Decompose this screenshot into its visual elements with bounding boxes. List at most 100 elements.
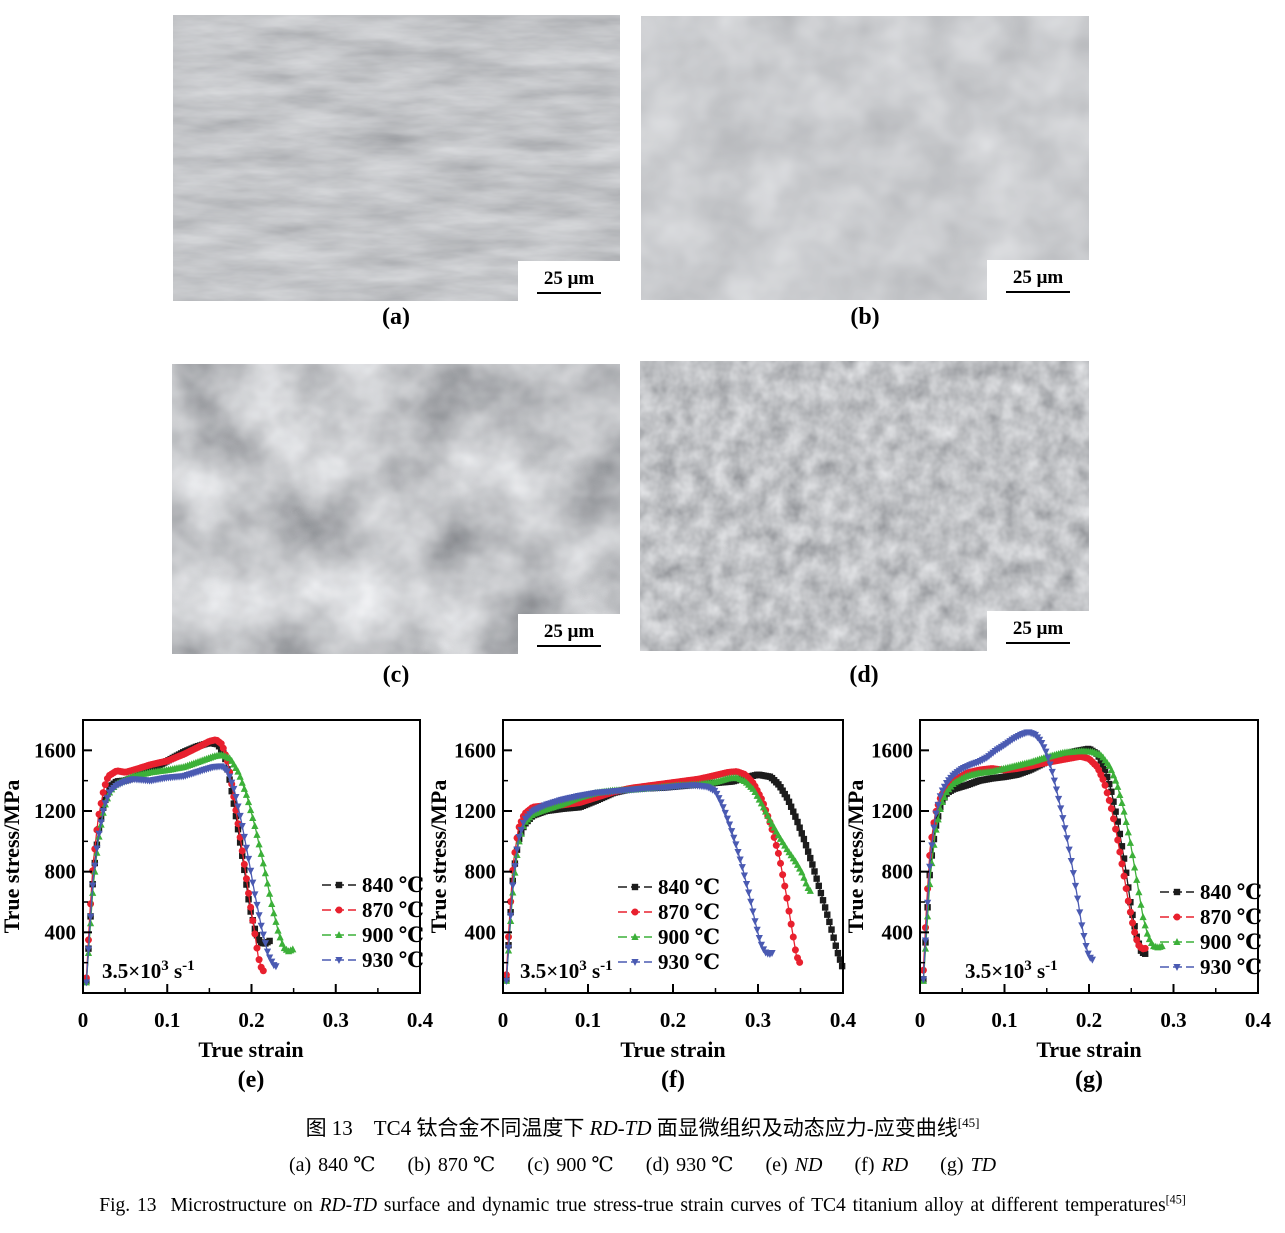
x-axis-label: True strain bbox=[620, 1037, 725, 1062]
legend-label: 900 ℃ bbox=[1200, 930, 1262, 954]
sem-image bbox=[173, 15, 620, 301]
svg-text:0.4: 0.4 bbox=[830, 1008, 857, 1032]
svg-text:0.1: 0.1 bbox=[154, 1008, 180, 1032]
series-900℃ bbox=[919, 747, 1166, 984]
svg-text:0.2: 0.2 bbox=[660, 1008, 686, 1032]
svg-text:0.3: 0.3 bbox=[1160, 1008, 1186, 1032]
subcaption-item: (c) 900 ℃ bbox=[527, 1154, 614, 1176]
svg-text:0.1: 0.1 bbox=[991, 1008, 1017, 1032]
caption-english-body: Microstructure on RD-TD surface and dyna… bbox=[170, 1192, 1186, 1216]
legend-label: 900 ℃ bbox=[362, 923, 424, 947]
chart-e: 0 0.1 0.2 0.3 0.4 400 800 1200 1600 True strain Tr… bbox=[0, 719, 434, 1093]
series-870℃ bbox=[82, 736, 267, 982]
micrograph-a: 25 μm bbox=[173, 15, 620, 301]
svg-text:1200: 1200 bbox=[34, 799, 76, 823]
scale-bar-line bbox=[537, 291, 601, 294]
legend-label: 930 ℃ bbox=[362, 948, 424, 972]
svg-text:400: 400 bbox=[45, 920, 77, 944]
sem-image bbox=[172, 364, 620, 654]
x-axis-label: True strain bbox=[198, 1037, 303, 1062]
micrograph-panel-label: (a) bbox=[382, 304, 410, 330]
svg-text:1600: 1600 bbox=[454, 738, 496, 762]
svg-text:0.3: 0.3 bbox=[745, 1008, 771, 1032]
subcaption-item: (d) 930 ℃ bbox=[645, 1154, 734, 1176]
svg-text:0.2: 0.2 bbox=[1076, 1008, 1102, 1032]
svg-text:0: 0 bbox=[498, 1008, 509, 1032]
svg-text:400: 400 bbox=[465, 920, 497, 944]
scale-bar: 25 μm bbox=[987, 260, 1089, 300]
svg-text:800: 800 bbox=[465, 860, 497, 884]
svg-text:0.1: 0.1 bbox=[575, 1008, 601, 1032]
strain-rate-annotation: 3.5×103 s-1 bbox=[965, 958, 1058, 983]
scale-bar-label: 25 μm bbox=[1012, 617, 1064, 639]
legend-label: 900 ℃ bbox=[658, 925, 720, 949]
y-axis-label: True stress/MPa bbox=[843, 780, 868, 934]
legend-label: 870 ℃ bbox=[1200, 905, 1262, 929]
caption-chinese: 图 13 TC4 钛合金不同温度下 RD-TD 面显微组织及动态应力-应变曲线[… bbox=[305, 1115, 980, 1140]
strain-rate-annotation: 3.5×103 s-1 bbox=[102, 958, 195, 983]
chart-panel-label: (f) bbox=[661, 1067, 685, 1093]
svg-text:0.4: 0.4 bbox=[1245, 1008, 1272, 1032]
svg-text:0.4: 0.4 bbox=[407, 1008, 434, 1032]
svg-text:0.3: 0.3 bbox=[323, 1008, 349, 1032]
scale-bar: 25 μm bbox=[987, 611, 1089, 651]
chart-panel-label: (e) bbox=[238, 1067, 265, 1093]
micrograph-panel-label: (c) bbox=[382, 662, 410, 688]
svg-text:1600: 1600 bbox=[34, 738, 76, 762]
legend-label: 840 ℃ bbox=[362, 873, 424, 897]
stress-strain-charts: 0 0.1 0.2 0.3 0.4 400 800 1200 1600 True strain Tr… bbox=[0, 719, 1272, 1093]
scale-bar-line bbox=[1006, 290, 1070, 293]
x-axis-label: True strain bbox=[1036, 1037, 1141, 1062]
subcaption-item: (g) TD bbox=[940, 1154, 997, 1176]
y-axis-label: True stress/MPa bbox=[426, 780, 451, 934]
micrograph-panel-label: (d) bbox=[849, 662, 879, 688]
micrograph-b: 25 μm bbox=[641, 16, 1089, 300]
scale-bar-line bbox=[537, 644, 601, 647]
legend-label: 930 ℃ bbox=[1200, 955, 1262, 979]
legend-label: 840 ℃ bbox=[1200, 880, 1262, 904]
chart-g: 0 0.1 0.2 0.3 0.4 400 800 1200 1600 True strain Tr… bbox=[843, 719, 1272, 1093]
svg-text:0: 0 bbox=[78, 1008, 89, 1032]
series-930℃ bbox=[502, 782, 776, 985]
scale-bar: 25 μm bbox=[518, 614, 620, 654]
chart-panel-label: (g) bbox=[1075, 1067, 1103, 1093]
legend-label: 870 ℃ bbox=[362, 898, 424, 922]
micrograph-c: 25 μm bbox=[172, 364, 620, 654]
scale-bar-line bbox=[1006, 641, 1070, 644]
caption-english: Fig. 13 Microstructure on RD-TD surface a… bbox=[0, 1192, 1285, 1217]
svg-text:1600: 1600 bbox=[871, 738, 913, 762]
svg-text:1200: 1200 bbox=[871, 799, 913, 823]
svg-text:800: 800 bbox=[882, 860, 914, 884]
scale-bar-label: 25 μm bbox=[543, 267, 595, 289]
legend-label: 930 ℃ bbox=[658, 950, 720, 974]
subcaption-item: (e) ND bbox=[765, 1154, 823, 1176]
chart-f: 0 0.1 0.2 0.3 0.4 400 800 1200 1600 True strain Tr… bbox=[426, 719, 857, 1093]
caption-sublabels: (a) 840 ℃ (b) 870 ℃ (c) 900 ℃ (d) 930 ℃ (e) ND (f)… bbox=[0, 1152, 1285, 1177]
strain-rate-annotation: 3.5×103 s-1 bbox=[520, 958, 613, 983]
subcaption-item: (f) RD bbox=[854, 1154, 909, 1176]
subcaption-item: (a) 840 ℃ bbox=[288, 1154, 376, 1176]
sem-image bbox=[640, 361, 1089, 651]
svg-text:400: 400 bbox=[882, 920, 914, 944]
y-axis-label: True stress/MPa bbox=[0, 780, 24, 934]
scale-bar-label: 25 μm bbox=[543, 620, 595, 642]
sem-image bbox=[641, 16, 1089, 300]
scale-bar: 25 μm bbox=[518, 261, 620, 301]
series-930℃ bbox=[82, 763, 280, 987]
micrograph-panel-label: (b) bbox=[850, 304, 880, 330]
svg-text:0.2: 0.2 bbox=[238, 1008, 264, 1032]
svg-text:0: 0 bbox=[915, 1008, 926, 1032]
svg-text:1200: 1200 bbox=[454, 799, 496, 823]
series-900℃ bbox=[82, 751, 297, 986]
caption-english-prefix: Fig. 13 bbox=[99, 1194, 157, 1216]
legend-label: 840 ℃ bbox=[658, 875, 720, 899]
subcaption-item: (b) 870 ℃ bbox=[407, 1154, 496, 1176]
micrograph-d: 25 μm bbox=[640, 361, 1089, 651]
series-870℃ bbox=[502, 768, 804, 979]
series-930℃ bbox=[919, 729, 1096, 984]
legend-label: 870 ℃ bbox=[658, 900, 720, 924]
scale-bar-label: 25 μm bbox=[1012, 266, 1064, 288]
